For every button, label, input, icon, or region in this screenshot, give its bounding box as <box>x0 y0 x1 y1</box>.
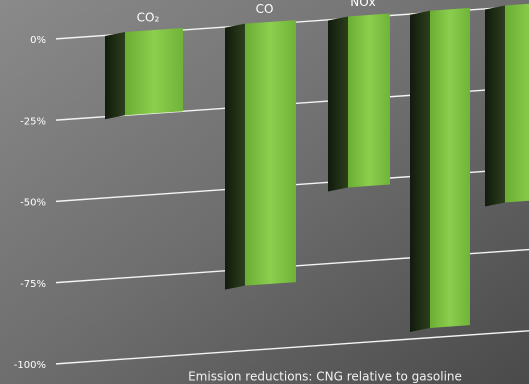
bar <box>125 27 183 116</box>
y-tick-label: -100% <box>14 360 46 371</box>
bar <box>348 13 390 188</box>
bar-side <box>225 23 245 290</box>
category-label: CO <box>256 2 274 16</box>
y-tick-label: -50% <box>20 198 46 209</box>
bar-side <box>485 5 505 207</box>
chart-caption: Emission reductions: CNG relative to gas… <box>188 370 462 384</box>
bar <box>245 20 296 286</box>
y-tick-label: 0% <box>30 35 46 46</box>
bar-side <box>328 16 348 192</box>
category-label: NOx <box>350 0 376 9</box>
grid-line <box>55 330 529 365</box>
y-tick-label: -25% <box>20 116 46 127</box>
bar <box>430 7 470 328</box>
bar-side <box>105 32 125 120</box>
bar-side <box>410 10 430 332</box>
y-tick-label: -75% <box>20 279 46 290</box>
category-label: CO₂ <box>137 11 160 25</box>
bar <box>505 3 529 203</box>
category-label: PM <box>435 0 453 3</box>
